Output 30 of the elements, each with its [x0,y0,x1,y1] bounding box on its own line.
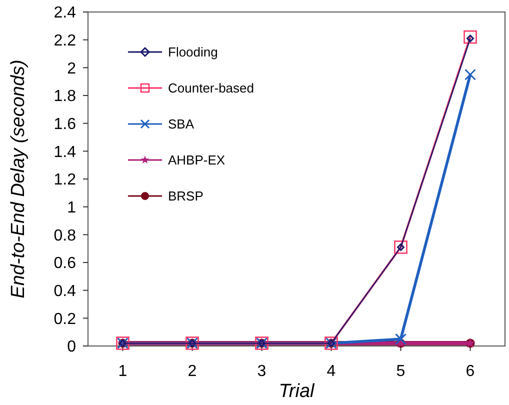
y-tick-label: 1.8 [54,88,76,106]
x-tick-label: 3 [257,363,266,380]
point [394,240,408,254]
point [464,68,476,80]
y-tick-label: 2.4 [54,4,76,22]
y-tick-label: 2 [67,60,76,78]
y-tick-label: 0.4 [54,282,76,300]
y-tick-label: 1.6 [54,116,76,133]
point [464,30,477,44]
legend-label: SBA [168,116,194,132]
legend-label: Counter-based [168,80,254,96]
y-tick-label: 1.4 [54,144,76,161]
x-tick-label: 6 [466,363,475,380]
y-tick-label: 0.8 [54,227,76,244]
x-tick-label: 1 [118,363,128,380]
y-axis-title: End-to-End Delay (seconds) [8,60,29,298]
point [395,333,406,345]
x-tick-label: 5 [396,363,406,380]
y-tick-label: 1 [67,199,76,216]
y-tick-label: 1.2 [54,172,76,189]
legend-label: BRSP [168,188,204,204]
y-tick-label: 2.2 [54,32,76,50]
y-tick-label: 0.6 [54,255,76,272]
x-tick-label: 4 [326,363,336,380]
x-axis-title: Trial [278,381,316,402]
legend-label: AHBP-EX [168,152,226,168]
legend-label: Flooding [168,44,218,60]
y-tick-label: 0.2 [54,310,76,328]
x-tick-label: 2 [188,363,197,380]
y-tick-label: 0 [67,338,76,356]
